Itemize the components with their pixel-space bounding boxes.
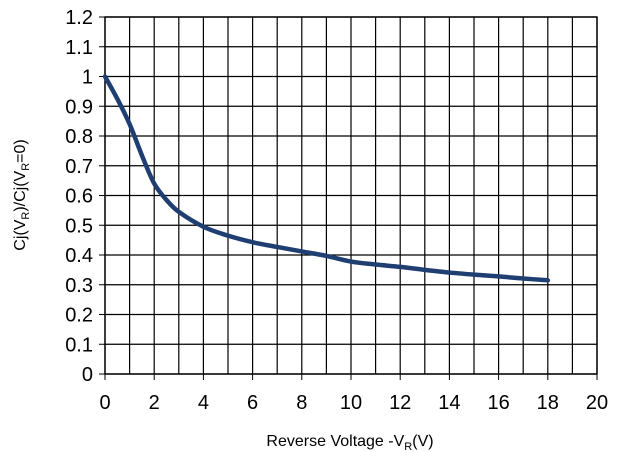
y-tick-label: 0.4 bbox=[65, 245, 93, 267]
y-tick-label: 0.2 bbox=[65, 305, 93, 327]
y-tick-label: 0.9 bbox=[65, 96, 93, 118]
x-tick-label: 0 bbox=[99, 392, 110, 414]
x-axis-title: Reverse Voltage -VR(V) bbox=[266, 433, 433, 452]
x-tick-label: 20 bbox=[586, 392, 608, 414]
x-tick-label: 8 bbox=[296, 392, 307, 414]
y-tick-label: 0.6 bbox=[65, 186, 93, 208]
y-tick-label: 1.1 bbox=[65, 37, 93, 59]
x-tick-label: 14 bbox=[438, 392, 460, 414]
series-line bbox=[102, 74, 551, 283]
x-tick-label: 4 bbox=[198, 392, 209, 414]
y-tick-label: 1 bbox=[82, 67, 93, 89]
y-tick-label: 0 bbox=[82, 364, 93, 386]
series-layer bbox=[102, 74, 551, 283]
x-tick-label: 10 bbox=[340, 392, 362, 414]
y-tick-label: 0.8 bbox=[65, 126, 93, 148]
y-axis-ticks: 0 0.1 0.2 0.3 0.4 0.5 0.6 0.7 0.8 0.9 1 1.1 1.2 bbox=[65, 7, 105, 386]
y-tick-label: 0.7 bbox=[65, 156, 93, 178]
x-tick-label: 18 bbox=[537, 392, 559, 414]
y-axis-title: Cj(VR)/Cj(VR=0) bbox=[12, 139, 32, 250]
y-tick-label: 0.5 bbox=[65, 215, 93, 237]
x-tick-label: 12 bbox=[389, 392, 411, 414]
x-tick-label: 2 bbox=[149, 392, 160, 414]
x-axis-ticks: 0 2 4 6 8 10 12 14 16 18 20 bbox=[99, 374, 608, 414]
y-tick-label: 0.1 bbox=[65, 334, 93, 356]
grid bbox=[104, 16, 598, 375]
y-tick-label: 0.3 bbox=[65, 275, 93, 297]
x-tick-label: 16 bbox=[487, 392, 509, 414]
x-tick-label: 6 bbox=[247, 392, 258, 414]
y-tick-label: 1.2 bbox=[65, 7, 93, 29]
